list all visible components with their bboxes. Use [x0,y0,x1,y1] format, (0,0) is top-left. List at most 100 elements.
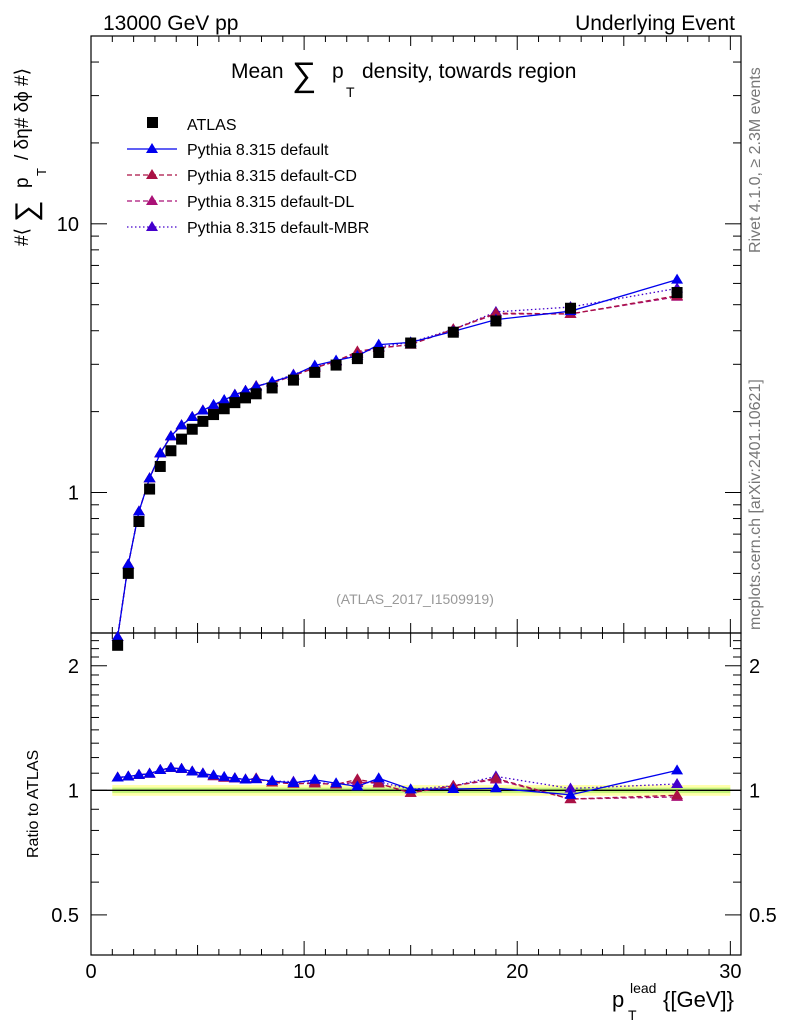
legend: ATLAS Pythia 8.315 default Pythia 8.315 … [127,117,369,237]
data-point [447,326,459,338]
y-axis-label: #⟨ ∑ p T / δη# δϕ #⟩ [10,68,49,246]
ratio-point [111,771,124,782]
x-tick-label: 30 [719,961,741,983]
x-axis-label: p lead T {[GeV]} [612,980,734,1023]
series-line [116,295,678,638]
series-point [122,558,135,569]
data-point [405,337,417,349]
title-post: density, towards region [362,60,576,83]
data-point [197,415,209,427]
ratio-y-tick-label: 0.5 [51,905,79,927]
chart-marks [90,35,741,956]
legend-label-default: Pythia 8.315 default [187,142,329,159]
ratio-point [308,773,321,784]
ratio-point [330,777,343,788]
ratio-y-label: Ratio to ATLAS [25,750,42,858]
series-point [489,307,502,318]
data-point [373,346,385,358]
title-p: p [332,60,344,83]
series-point [218,393,231,404]
ratio-point [489,772,502,783]
ratio-y-tick-label-right: 0.5 [749,905,777,927]
data-point [351,353,363,365]
xlabel-sup: lead [630,980,656,996]
ylabel-p: p [12,177,33,188]
data-point [671,287,683,299]
series-point [175,419,188,430]
data-point [287,374,299,386]
ratio-point [175,762,188,773]
title-pre: Mean [231,60,284,83]
header-left: 13000 GeV pp [103,12,238,35]
data-point [218,403,230,415]
ratio-y-tick-label: 1 [68,780,79,802]
legend-marker-mbr [146,221,158,231]
ylabel-sub: T [34,168,49,176]
series-point [239,384,252,395]
ylabel-post: / δη# δϕ #⟩ [12,68,33,160]
ratio-point [132,768,145,779]
x-tick-label: 0 [85,961,96,983]
series-point [372,338,385,349]
ratio-point [164,761,177,772]
data-point [309,366,321,378]
x-tick-label: 10 [293,961,315,983]
header-right: Underlying Event [575,12,735,35]
ratio-point [196,767,209,778]
data-point [208,409,220,421]
ratio-y-tick-label-right: 2 [749,656,760,678]
data-point [565,302,577,314]
xlabel-p: p [612,987,624,1012]
ratio-point [671,777,684,788]
ratio-point [372,772,385,783]
legend-label-cd: Pythia 8.315 default-CD [187,168,357,185]
series-point [111,630,124,641]
series-point [250,380,263,391]
data-point [490,315,502,327]
ratio-point [239,773,252,784]
y-tick-label: 10 [57,214,79,236]
data-point [122,567,134,579]
xlabel-unit: {[GeV]} [663,987,734,1012]
ratio-point [671,764,684,775]
ratio-point [564,782,577,793]
data-point [186,423,198,435]
ratio-point [351,780,364,791]
xlabel-sub: T [628,1007,637,1023]
ratio-frame [90,632,742,956]
series-point [154,447,167,458]
ratio-point [404,783,417,794]
data-point [250,388,262,400]
data-point [229,397,241,409]
ratio-point [287,776,300,787]
legend-marker-dl [146,195,158,205]
data-point [330,359,342,371]
ratio-y-tick-label: 2 [68,656,79,678]
title-sub: T [346,84,355,100]
legend-label-dl: Pythia 8.315 default-DL [187,194,354,211]
series-point [132,505,145,516]
legend-label-atlas: ATLAS [187,117,237,134]
series-point [164,430,177,441]
series-line [116,296,678,638]
data-point [133,515,145,527]
ratio-point [489,782,502,793]
series-line [116,287,678,638]
title-sum: ∑ [292,56,316,94]
ratio-point [154,763,167,774]
ratio-point [671,789,684,800]
ratio-point [218,770,231,781]
rivet-label: Rivet 4.1.0, ≥ 2.3M events [747,67,764,253]
series-point [228,388,241,399]
ratio-point [564,788,577,799]
ylabel-pre: #⟨ [12,228,33,246]
series-point [143,472,156,483]
series-point [186,410,199,421]
ratio-y-tick-label-right: 1 [749,780,760,802]
data-point [240,392,252,404]
data-point [165,445,177,457]
ratio-point [266,775,279,786]
series-line [116,278,678,638]
ylabel-sum: ∑ [10,201,43,222]
